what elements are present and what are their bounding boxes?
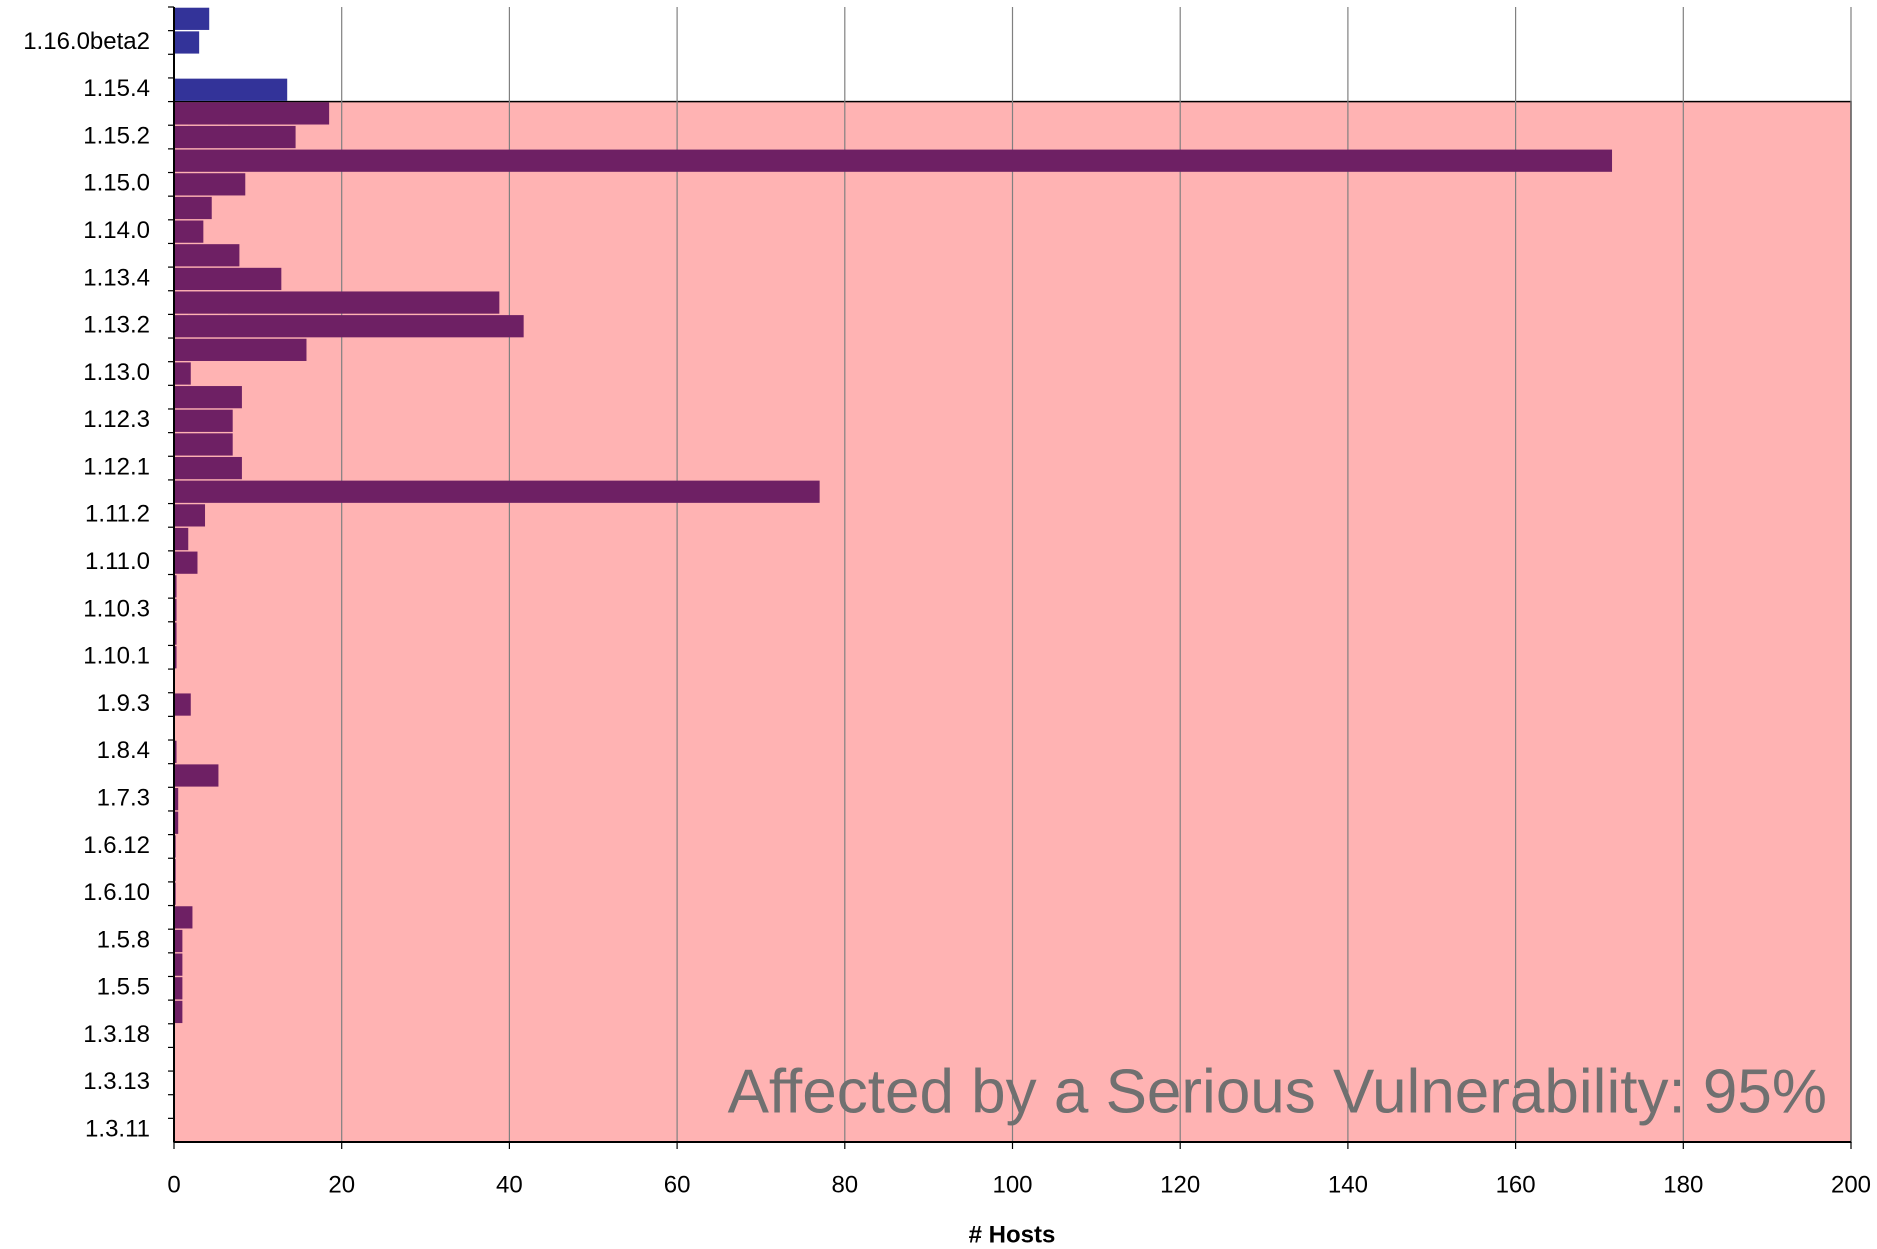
bar <box>174 693 191 716</box>
y-tick-label: 1.9.3 <box>97 690 150 717</box>
y-tick-label: 1.8.4 <box>97 737 150 764</box>
bar <box>174 953 183 976</box>
y-tick-label: 1.5.5 <box>97 974 150 1001</box>
x-tick-label: 200 <box>1831 1171 1871 1198</box>
bar <box>174 504 206 527</box>
y-tick-label: 1.5.8 <box>97 926 150 953</box>
bar <box>174 575 177 598</box>
bar <box>174 267 282 291</box>
x-tick-label: 180 <box>1663 1171 1703 1198</box>
y-tick-label: 1.6.10 <box>83 879 150 906</box>
y-tick-label: 1.14.0 <box>83 217 150 244</box>
bar <box>174 811 179 834</box>
x-tick-label: 60 <box>664 1171 691 1198</box>
bar <box>174 929 183 953</box>
y-tick-label: 1.15.0 <box>83 170 150 197</box>
bar <box>174 338 307 361</box>
bar <box>174 764 219 787</box>
bar <box>174 740 177 763</box>
y-tick-label: 1.13.4 <box>83 264 150 291</box>
bar <box>174 788 179 811</box>
y-tick-label: 1.13.2 <box>83 312 150 339</box>
x-tick-label: 140 <box>1328 1171 1368 1198</box>
y-tick-label: 1.6.12 <box>83 832 150 859</box>
bar <box>174 220 204 243</box>
bar <box>174 196 212 220</box>
y-tick-label: 1.7.3 <box>97 784 150 811</box>
x-tick-label: 20 <box>328 1171 355 1198</box>
y-tick-label: 1.12.3 <box>83 406 150 433</box>
y-tick-label: 1.15.2 <box>83 122 150 149</box>
y-tick-label: 1.11.2 <box>85 501 150 528</box>
bar <box>174 149 1613 172</box>
y-tick-label: 1.12.1 <box>83 453 150 480</box>
bar <box>174 31 200 54</box>
bar <box>174 433 233 456</box>
bar <box>174 78 288 101</box>
bar <box>174 551 198 574</box>
bar <box>174 527 189 551</box>
y-tick-label: 1.3.11 <box>85 1116 150 1143</box>
y-tick-label: 1.3.13 <box>83 1068 150 1095</box>
bar <box>174 646 177 669</box>
x-tick-label: 80 <box>831 1171 858 1198</box>
bar <box>174 315 524 338</box>
bar <box>174 622 177 645</box>
bar <box>174 1000 183 1024</box>
y-tick-label: 1.16.0beta2 <box>23 28 150 55</box>
y-tick-label: 1.10.3 <box>83 595 150 622</box>
bar <box>174 456 242 480</box>
x-tick-label: 160 <box>1496 1171 1536 1198</box>
bar <box>174 977 183 1000</box>
bar <box>174 291 500 314</box>
bar <box>174 7 210 30</box>
bar <box>174 409 233 432</box>
bar <box>174 173 246 196</box>
y-tick-label: 1.15.4 <box>83 75 150 102</box>
x-tick-label: 100 <box>992 1171 1032 1198</box>
annotation: Affected by a Serious Vulnerability: 95% <box>728 1057 1827 1126</box>
x-axis-title: # Hosts <box>969 1221 1056 1248</box>
bar <box>174 244 240 267</box>
bar <box>174 362 191 385</box>
bar <box>174 598 177 622</box>
y-tick-label: 1.11.0 <box>85 548 150 575</box>
bar <box>174 480 820 503</box>
x-tick-label: 120 <box>1160 1171 1200 1198</box>
bar <box>174 102 330 125</box>
y-tick-label: 1.3.18 <box>83 1021 150 1048</box>
y-tick-label: 1.10.1 <box>83 643 150 670</box>
y-tick-label: 1.13.0 <box>83 359 150 386</box>
bar <box>174 386 242 409</box>
bar <box>174 906 193 929</box>
bar <box>174 125 296 149</box>
x-tick-label: 40 <box>496 1171 523 1198</box>
x-tick-label: 0 <box>167 1171 180 1198</box>
